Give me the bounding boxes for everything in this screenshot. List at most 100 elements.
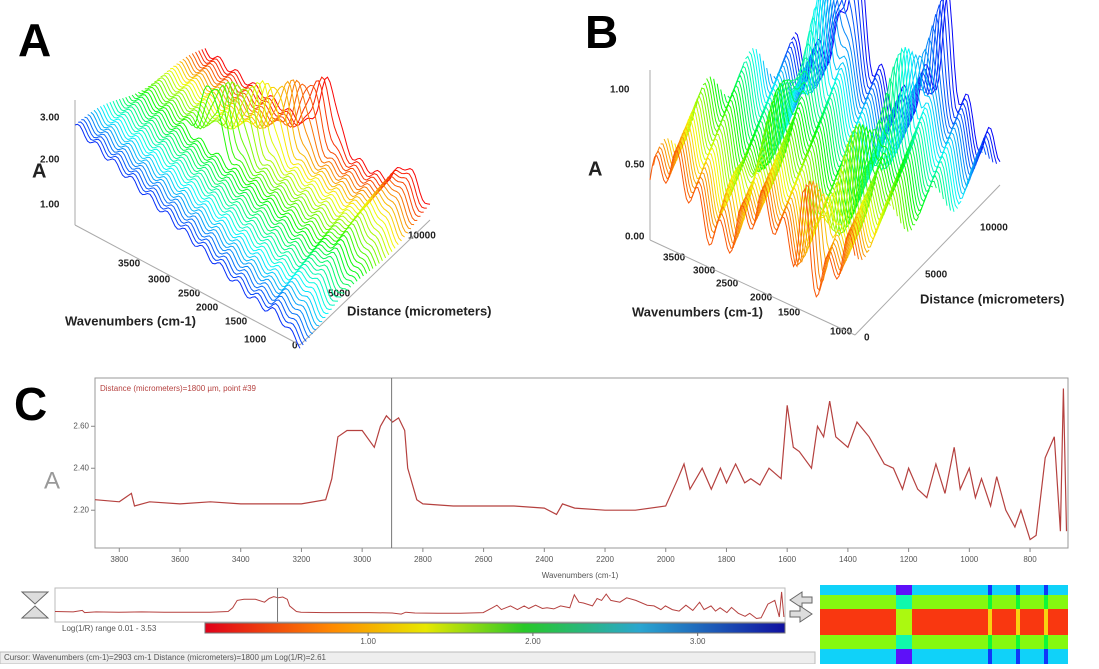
heatmap-cell [820,609,824,635]
pan-arrow[interactable] [789,605,813,623]
heatmap-cell [940,635,944,649]
heatmap-cell [936,649,940,664]
heatmap-cell [940,585,944,595]
heatmap-cell [952,595,956,609]
spectrum-trace [87,114,313,335]
heatmap-cell [968,585,972,595]
heatmap-cell [1052,649,1056,664]
zoom-arrow[interactable] [20,605,50,619]
heatmap-cell [876,595,880,609]
heatmap-cell [836,635,840,649]
wavenumber-tick-label: 1000 [830,327,853,338]
zoom-arrow[interactable] [20,591,50,605]
heatmap-cell [996,585,1000,595]
wavenumber-tick-label: 2000 [196,303,219,314]
x-tick-label: 2800 [414,555,432,564]
heatmap-cell [984,609,988,635]
heatmap-cell [920,609,924,635]
heatmap-cell [888,609,892,635]
heatmap-cell [948,635,952,649]
heatmap-cell [1016,649,1020,664]
heatmap-cell [1036,595,1040,609]
zoom-icon[interactable] [20,591,50,619]
wavenumber-tick-label: 1500 [778,308,801,319]
heatmap-cell [932,635,936,649]
heatmap-cell [872,585,876,595]
heatmap-cell [872,649,876,664]
heatmap-cell [1056,609,1060,635]
heatmap-cell [1064,585,1068,595]
spectrum-trace [81,119,307,342]
heatmap-cell [888,585,892,595]
heatmap-cell [880,585,884,595]
spectrum-trace [160,75,387,259]
heatmap-cell [852,649,856,664]
heatmap-cell [988,609,992,635]
heatmap-cell [908,609,912,635]
spectrum-trace [109,101,335,306]
heatmap-cell [928,649,932,664]
heatmap-cell [836,609,840,635]
heatmap-cell [892,595,896,609]
heatmap-cell [836,585,840,595]
heatmap-cell [904,649,908,664]
heatmap-cell [872,635,876,649]
heatmap-cell [992,595,996,609]
heatmap-cell [896,635,900,649]
heatmap-cell [984,635,988,649]
heatmap-cell [836,595,840,609]
heatmap-cell [932,609,936,635]
heatmap-cell [1048,585,1052,595]
heatmap-cell [940,595,944,609]
y-tick-label: 2.40 [73,463,89,472]
x-tick-label: 2200 [596,555,614,564]
spectrum-trace [653,144,859,292]
vertical-tick-label: 1.00 [40,200,60,211]
heatmap-cell [880,649,884,664]
heatmap-cell [900,585,904,595]
y-axis-label: A [44,467,60,494]
wavenumber-tick-label: 2000 [750,293,773,304]
x-tick-label: 2400 [535,555,553,564]
heatmap-cell [924,585,928,595]
heatmap-cell [1048,649,1052,664]
heatmap-cell [1028,595,1032,609]
heatmap-cell [956,609,960,635]
heatmap-cell [964,649,968,664]
heatmap-cell [1020,635,1024,649]
heatmap-cell [868,595,872,609]
heatmap-cell [984,585,988,595]
pan-arrow[interactable] [789,591,813,609]
heatmap-cell [976,609,980,635]
heatmap-cell [828,649,832,664]
heatmap-cell [1004,609,1008,635]
heatmap-cell [904,585,908,595]
heatmap-cell [1000,609,1004,635]
heatmap-cell [1020,585,1024,595]
heatmap-cell [968,609,972,635]
heatmap-cell [944,649,948,664]
heatmap-cell [840,585,844,595]
spectrum-trace [688,100,895,236]
heatmap-cell [852,635,856,649]
heatmap-cell [920,595,924,609]
heatmap-cell [904,635,908,649]
heatmap-cell [988,649,992,664]
heatmap-cell [968,635,972,649]
heatmap-cell [952,635,956,649]
heatmap-cell [936,609,940,635]
heatmap-cell [928,635,932,649]
heatmap-cell [972,585,976,595]
heatmap-cell [852,585,856,595]
spectrum-trace [198,50,424,213]
colorbar [204,622,786,634]
heatmap-cell [1048,635,1052,649]
heatmap-cell [832,585,836,595]
spectrum-trace [112,100,338,302]
pan-icon[interactable] [789,591,813,623]
heatmap-cell [980,585,984,595]
heatmap-cell [924,595,928,609]
heatmap-cell [988,595,992,609]
vertical-axis-label: A [588,158,602,180]
